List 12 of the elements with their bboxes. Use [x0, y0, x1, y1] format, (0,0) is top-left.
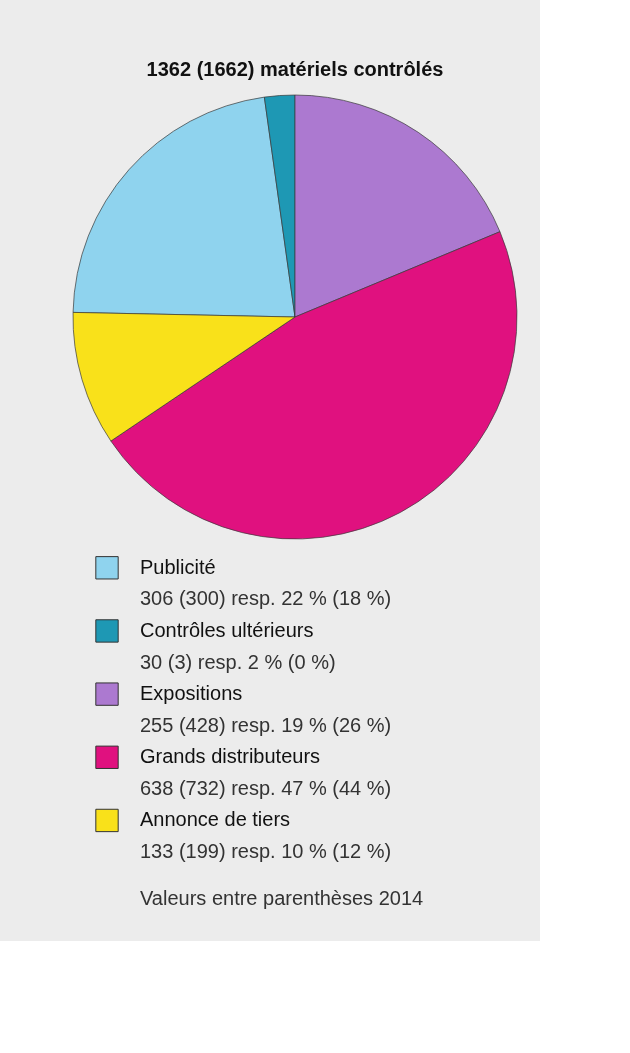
- legend-label: Contrôles ultérieurs: [140, 618, 314, 641]
- data-label: 306 (300) resp. 22 % (18 %): [140, 587, 392, 610]
- data-label: 30 (3) resp. 2 % (0 %): [140, 650, 336, 673]
- text: Valeurs entre parenthèses 2014: [140, 887, 424, 910]
- data-label: 638 (732) resp. 47 % (44 %): [140, 776, 392, 799]
- chart-title: 1362 (1662) matériels contrôlés: [146, 58, 444, 80]
- legend-label: Publicité: [140, 555, 216, 578]
- legend-label: Grands distributeurs: [140, 745, 321, 768]
- legend-label: Expositions: [140, 682, 243, 705]
- legend-label: Annonce de tiers: [140, 808, 291, 831]
- data-label: 255 (428) resp. 19 % (26 %): [140, 713, 392, 736]
- data-label: 133 (199) resp. 10 % (12 %): [140, 840, 392, 863]
